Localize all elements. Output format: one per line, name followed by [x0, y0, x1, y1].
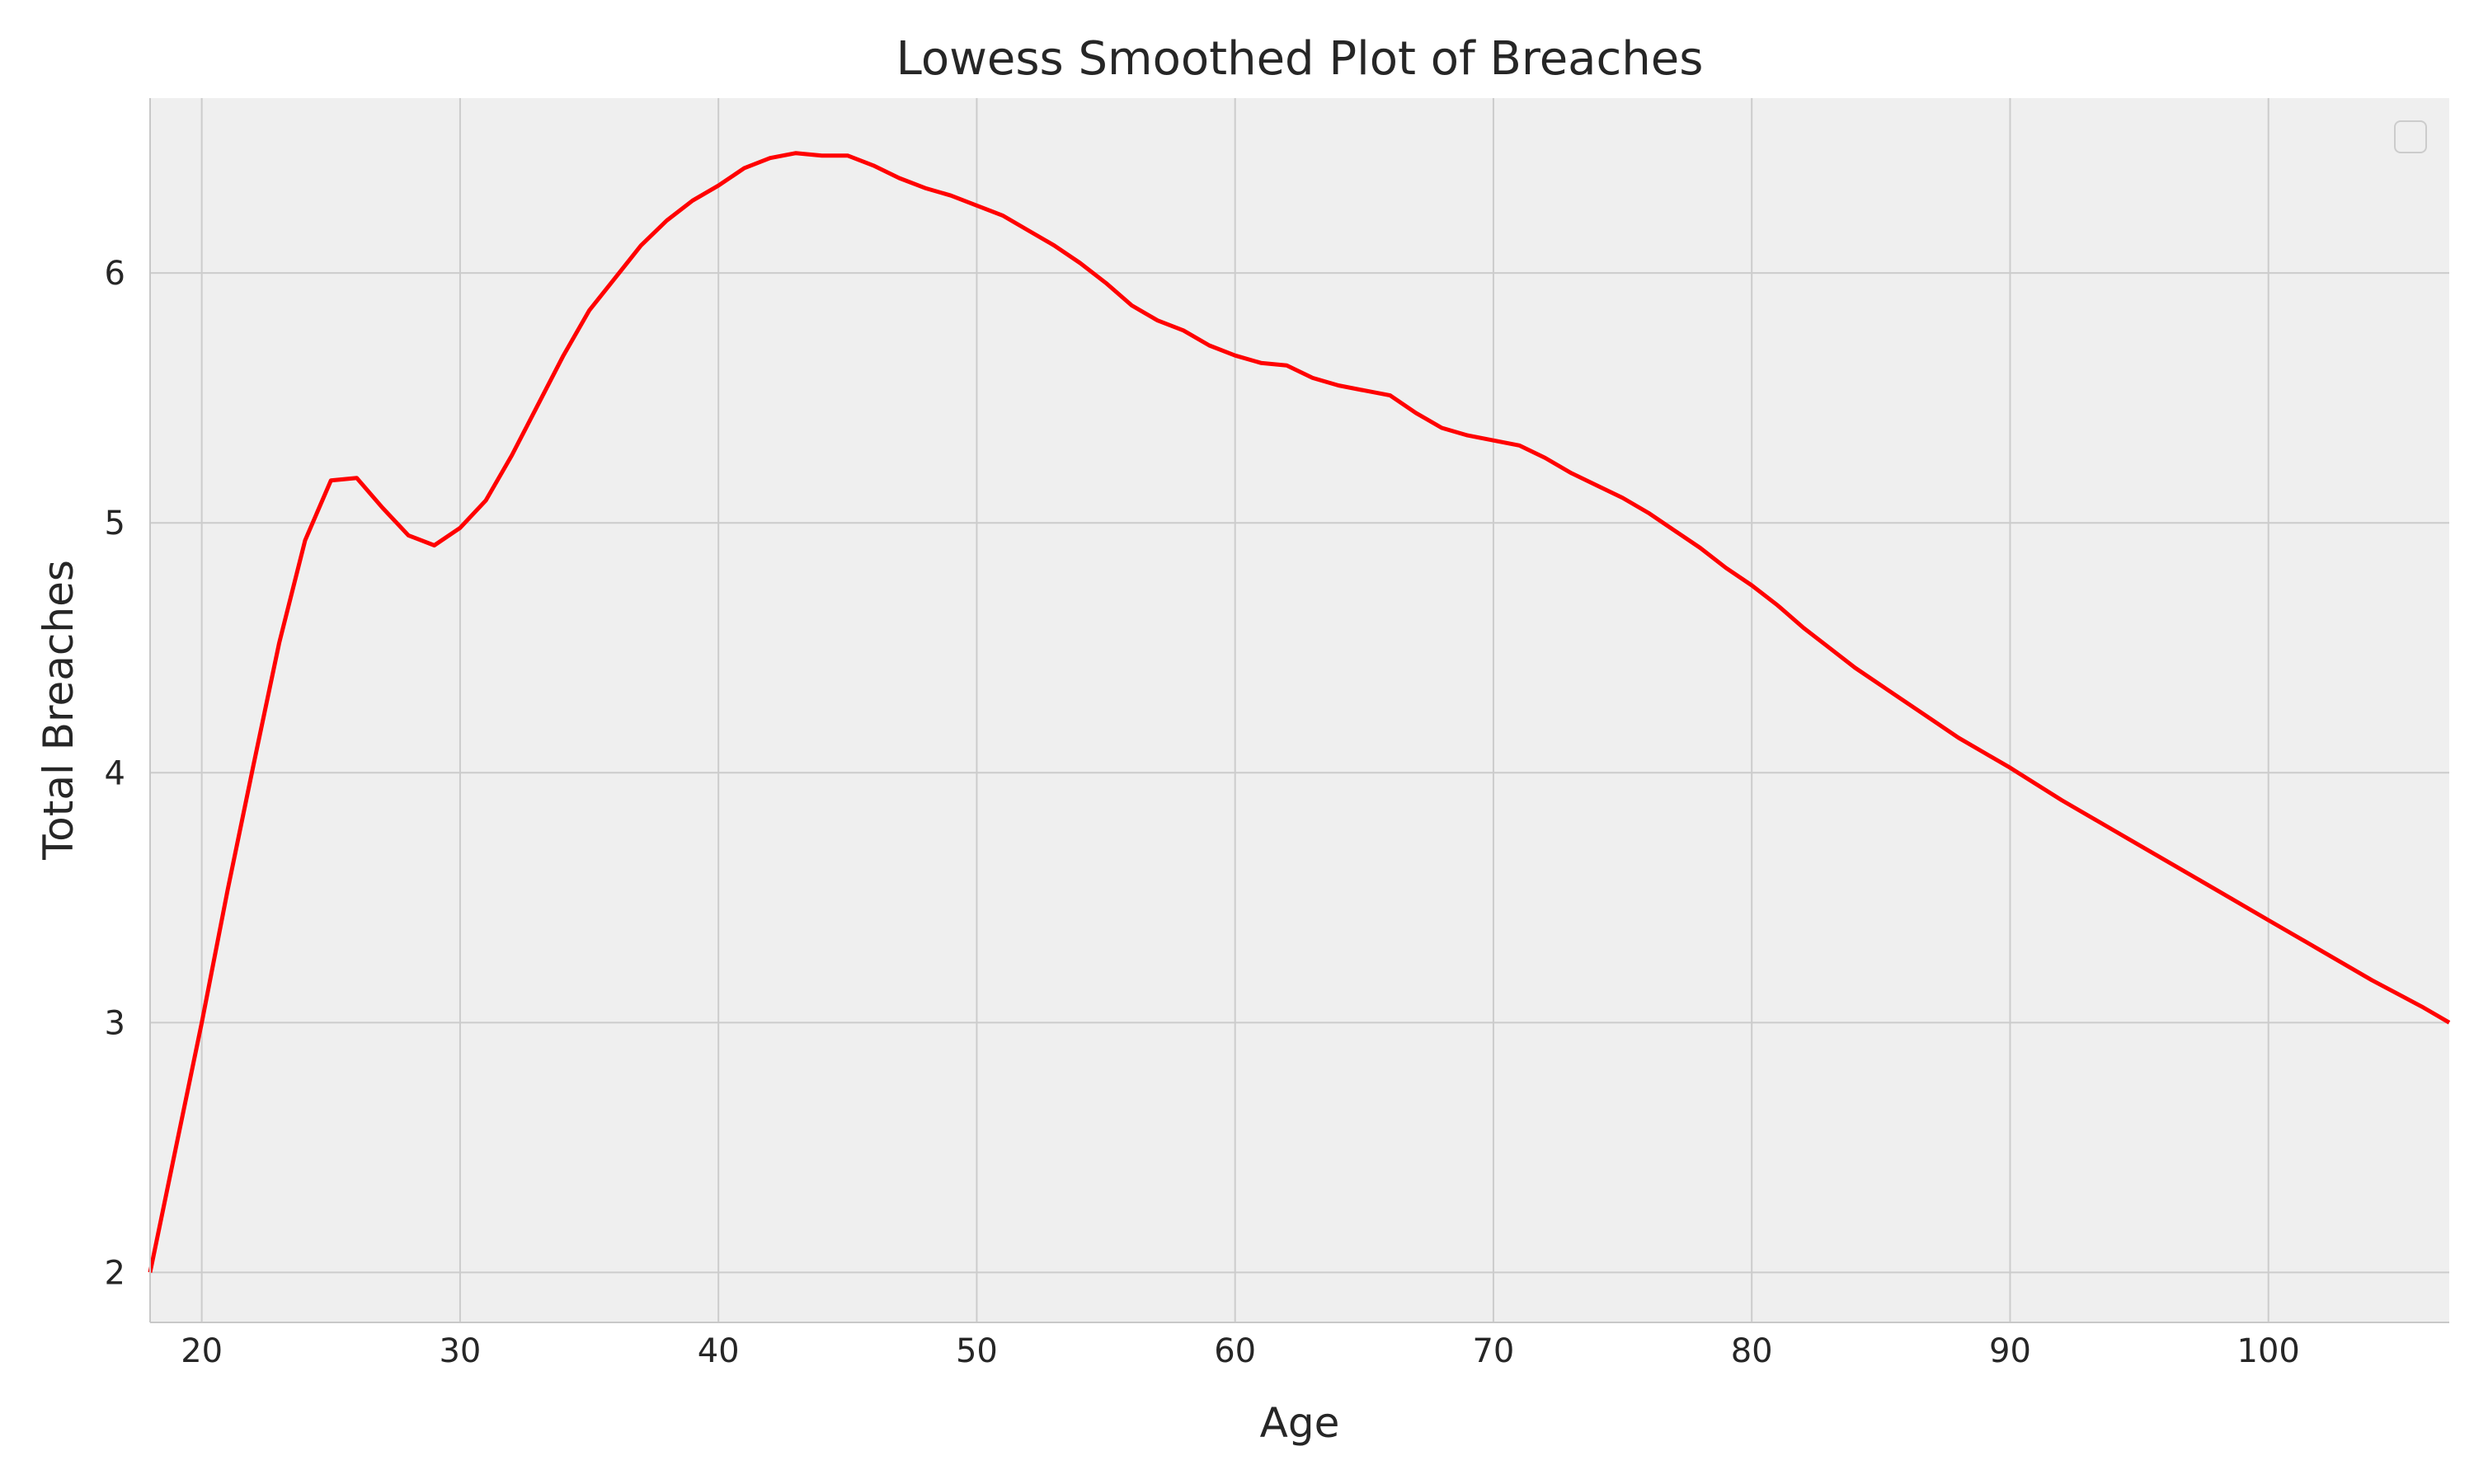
x-tick-label: 90 [1989, 1332, 2031, 1370]
x-tick-labels: 20 30 40 50 60 70 80 90 100 [181, 1332, 2300, 1370]
grid-lines [150, 98, 2449, 1322]
y-tick-labels: 2 3 4 5 6 [105, 255, 125, 1292]
y-tick-label: 2 [105, 1254, 125, 1292]
x-tick-label: 60 [1214, 1332, 1256, 1370]
x-tick-label: 70 [1472, 1332, 1514, 1370]
x-axis-label: Age [1260, 1399, 1340, 1447]
x-tick-label: 100 [2237, 1332, 2300, 1370]
y-tick-label: 3 [105, 1004, 125, 1042]
series-layer [148, 151, 2451, 1273]
legend-box [2394, 120, 2427, 153]
y-tick-label: 4 [105, 754, 125, 792]
x-tick-label: 40 [698, 1332, 740, 1370]
x-tick-label: 50 [956, 1332, 998, 1370]
chart-title: Lowess Smoothed Plot of Breaches [896, 32, 1704, 86]
x-tick-label: 20 [181, 1332, 223, 1370]
y-tick-label: 5 [105, 505, 125, 542]
y-axis-label: Total Breaches [35, 560, 82, 861]
x-tick-label: 80 [1731, 1332, 1773, 1370]
y-tick-label: 6 [105, 255, 125, 293]
x-tick-label: 30 [439, 1332, 481, 1370]
series-line [148, 151, 2451, 1273]
plot-area [150, 98, 2449, 1322]
